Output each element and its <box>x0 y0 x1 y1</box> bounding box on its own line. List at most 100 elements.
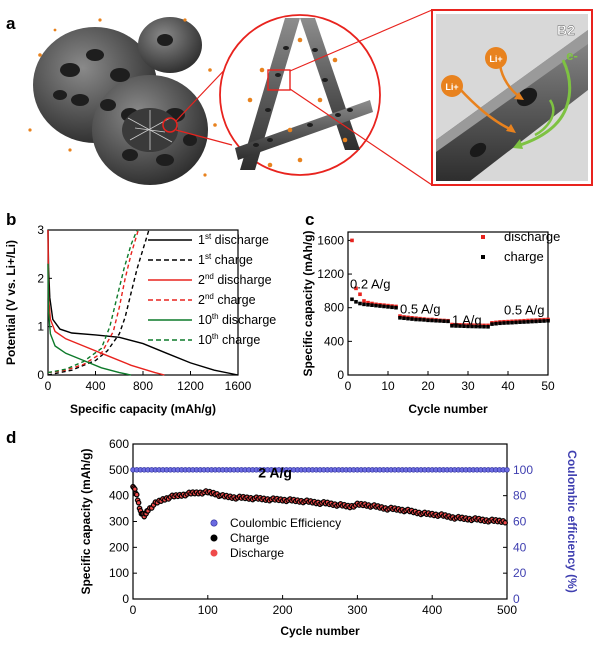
charge-point <box>350 297 354 302</box>
x-axis-label: Cycle number <box>280 624 360 638</box>
y-tick-label: 3 <box>37 223 44 237</box>
y2-tick-label: 60 <box>513 515 527 529</box>
legend-label: discharge <box>504 229 560 244</box>
charge-point <box>482 324 486 329</box>
y-tick-label: 200 <box>109 540 129 554</box>
x-tick-label: 30 <box>461 379 475 393</box>
discharge-point <box>503 521 507 525</box>
y-axis-label: Specific capacity (mAh/g) <box>79 448 93 594</box>
charge-point <box>354 300 358 304</box>
charge-point <box>362 302 366 307</box>
series-line <box>47 229 138 374</box>
x-tick-label: 400 <box>85 379 105 393</box>
legend-label: 10th discharge <box>198 312 276 327</box>
legend-label: 1st discharge <box>198 232 269 247</box>
discharge-point <box>137 501 141 505</box>
charge-point <box>534 319 538 324</box>
y-tick-label: 0 <box>122 592 129 606</box>
y-tick-label: 600 <box>109 437 129 451</box>
series-line <box>47 229 239 376</box>
charge-point <box>498 321 502 326</box>
charge-point <box>386 305 390 309</box>
legend-marker <box>210 549 218 557</box>
x-tick-label: 200 <box>273 603 293 617</box>
chart-c: 0 10 20 30 40 50 0 400 800 1200 1600 Cycle number Sp… <box>301 229 560 416</box>
panel-a-illustration: Li+ Li+ e- B2 <box>28 9 593 186</box>
x-tick-label: 0 <box>345 379 352 393</box>
series-line <box>47 229 139 374</box>
rate-annotation: 0.5 A/g <box>400 302 440 317</box>
x-tick-label: 400 <box>422 603 442 617</box>
charge-point <box>518 320 522 324</box>
charge-point <box>542 319 546 323</box>
y-tick-label: 800 <box>324 301 344 315</box>
legend-label: charge <box>504 249 544 264</box>
x-tick-label: 100 <box>198 603 218 617</box>
charge-point <box>446 319 450 324</box>
y-axis-label: Potential (V vs. Li+/Li) <box>4 240 18 365</box>
panel-label-c: c <box>305 210 315 229</box>
series-line <box>47 229 150 376</box>
x-axis-label: Cycle number <box>408 402 488 416</box>
charge-point <box>390 305 394 310</box>
charge-point <box>494 321 498 326</box>
charge-point <box>490 322 494 326</box>
x-tick-label: 50 <box>541 379 555 393</box>
charge-point <box>366 302 370 307</box>
chart-d: 0 100 200 300 400 5000100200300400500600Cycle… <box>79 437 579 638</box>
x-axis-label: Specific capacity (mAh/g) <box>70 402 216 416</box>
y-tick-label: 1200 <box>317 267 344 281</box>
y-tick-label: 400 <box>109 489 129 503</box>
rate-annotation: 0.2 A/g <box>350 276 390 291</box>
discharge-point <box>354 286 358 291</box>
charge-point <box>398 316 402 320</box>
charge-point <box>538 319 542 323</box>
y-tick-label: 400 <box>324 334 344 348</box>
y-tick-label: 1600 <box>317 233 344 247</box>
y2-tick-label: 0 <box>513 592 520 606</box>
x-tick-label: 300 <box>347 603 367 617</box>
x-tick-label: 0 <box>130 603 137 617</box>
legend-label: Charge <box>230 531 270 545</box>
x-tick-label: 500 <box>497 603 517 617</box>
discharge-point <box>350 238 354 243</box>
y-tick-label: 1 <box>37 320 44 334</box>
legend-label: Discharge <box>230 546 284 560</box>
charge-point <box>450 323 454 328</box>
legend-label: 2nd charge <box>198 292 256 307</box>
x-tick-label: 10 <box>381 379 395 393</box>
legend-marker <box>210 534 218 542</box>
x-tick-label: 1200 <box>177 379 204 393</box>
legend-marker <box>481 235 485 239</box>
y2-tick-label: 40 <box>513 540 527 554</box>
charge-point <box>406 316 410 321</box>
y-tick-label: 500 <box>109 463 129 477</box>
y-axis-label: Specific capacity (mAh/g) <box>301 230 315 376</box>
charge-point <box>402 316 406 321</box>
x-tick-label: 40 <box>501 379 515 393</box>
y-tick-label: 300 <box>109 515 129 529</box>
charge-point <box>522 320 526 324</box>
y-tick-label: 100 <box>109 566 129 580</box>
y2-tick-label: 100 <box>513 463 533 477</box>
li-ion-label: Li+ <box>445 82 458 92</box>
panel-label-b: b <box>6 210 17 229</box>
legend-label: 1st charge <box>198 252 253 267</box>
li-ion-label: Li+ <box>489 54 502 64</box>
legend-label: Coulombic Efficiency <box>230 516 341 530</box>
x-tick-label: 0 <box>45 379 52 393</box>
legend-label: 10th charge <box>198 332 260 347</box>
charge-point <box>454 324 458 328</box>
rate-annotation: 1 A/g <box>452 313 482 328</box>
charge-point <box>502 321 506 325</box>
charge-point <box>546 318 550 323</box>
plot-frame <box>347 231 549 376</box>
charge-point <box>370 303 374 307</box>
series-line <box>47 263 132 376</box>
charge-point <box>414 317 418 322</box>
charge-point <box>442 319 446 323</box>
chart-b: 0 400 800 1200 1600 0 1 2 3 Specific capacity (mA… <box>4 223 276 416</box>
legend-marker <box>481 255 485 259</box>
charge-point <box>474 324 478 329</box>
charge-point <box>410 317 414 321</box>
